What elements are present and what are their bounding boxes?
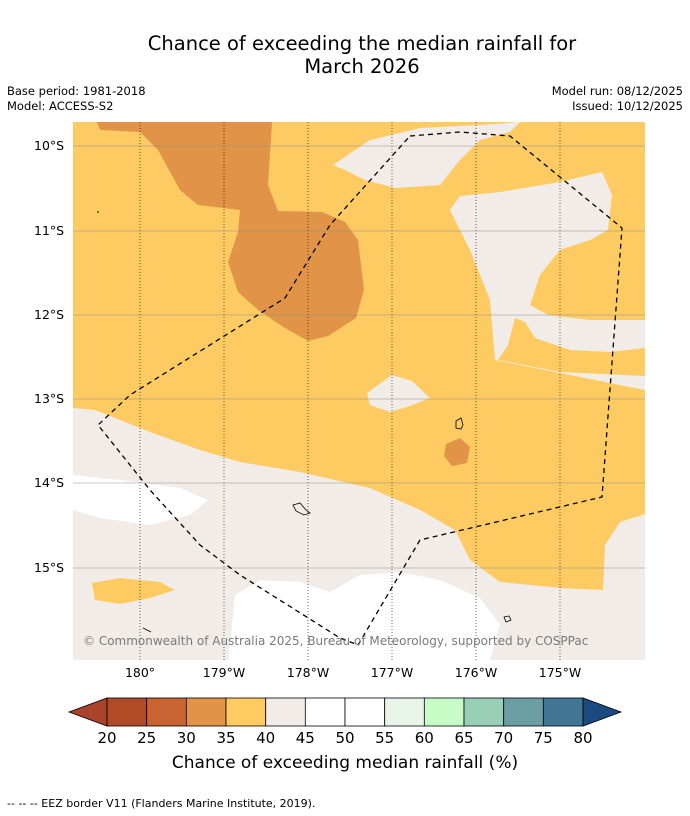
lat-label-13s: 13°S — [34, 391, 65, 406]
lon-label-180: 180° — [124, 665, 156, 680]
category-30-35-small-patch — [444, 438, 470, 466]
category-40-45-south — [73, 408, 645, 660]
colorbar-bin-65-70 — [463, 697, 505, 727]
colorbar-tick-65: 65 — [454, 729, 474, 747]
colorbar-tick-25: 25 — [137, 729, 157, 747]
island-north-lau — [455, 417, 464, 430]
colorbar-tick-80: 80 — [573, 729, 593, 747]
colorbar-tick-70: 70 — [494, 729, 514, 747]
island-dot — [97, 211, 99, 213]
colorbar-tick-35: 35 — [216, 729, 236, 747]
island-west — [292, 502, 311, 516]
lat-label-11s: 11°S — [34, 223, 65, 238]
latitude-gridlines — [73, 145, 645, 569]
colorbar-bin-70-75 — [503, 697, 544, 727]
colorbar-extend-high — [582, 697, 623, 727]
colorbar-bin-60-65 — [423, 697, 465, 727]
colorbar-tick-60: 60 — [414, 729, 434, 747]
category-40-45-central-blob — [367, 375, 430, 412]
lon-label-178w: 178°W — [286, 665, 330, 680]
colorbar-bin-35-40 — [225, 697, 267, 727]
colorbar-tick-55: 55 — [375, 729, 395, 747]
category-35-40-south-patch — [92, 578, 175, 604]
lon-label-179w: 179°W — [202, 665, 246, 680]
lon-label-175w: 175°W — [538, 665, 582, 680]
category-40-45-north — [333, 122, 645, 390]
lat-label-14s: 14°S — [34, 475, 65, 490]
lon-label-177w: 177°W — [370, 665, 414, 680]
colorbar-bin-50-55 — [344, 697, 386, 727]
colorbar-bin-30-35 — [185, 697, 227, 727]
map-title: Chance of exceeding the median rainfall … — [0, 32, 690, 78]
lat-label-10s: 10°S — [34, 138, 65, 153]
lat-label-15s: 15°S — [34, 560, 65, 575]
colorbar-bin-20-25 — [106, 697, 148, 727]
title-line-2: March 2026 — [304, 55, 420, 78]
colorbar-bin-25-30 — [146, 697, 187, 727]
rainfall-map — [73, 122, 645, 660]
colorbar-bin-45-50 — [304, 697, 346, 727]
colorbar-bin-55-60 — [384, 697, 425, 727]
colorbar-tick-75: 75 — [533, 729, 553, 747]
category-45-55-south-west — [73, 475, 208, 525]
colorbar-extend-low — [67, 697, 108, 727]
model-run: Model run: 08/12/2025 — [551, 84, 683, 98]
meta-left: Base period: 1981-2018 Model: ACCESS-S2 — [7, 84, 146, 114]
colorbar — [67, 697, 623, 727]
base-period: Base period: 1981-2018 — [7, 84, 146, 98]
colorbar-bin-40-45 — [265, 697, 306, 727]
colorbar-tick-45: 45 — [295, 729, 315, 747]
colorbar-tick-50: 50 — [335, 729, 355, 747]
eez-footnote: -- -- -- EEZ border V11 (Flanders Marine… — [7, 797, 316, 810]
issued-date: Issued: 10/12/2025 — [572, 99, 683, 113]
title-line-1: Chance of exceeding the median rainfall … — [147, 32, 577, 55]
category-45-55-south-central — [228, 572, 500, 660]
colorbar-tick-40: 40 — [256, 729, 276, 747]
lat-label-12s: 12°S — [34, 307, 65, 322]
eez-border — [97, 131, 623, 646]
lon-label-176w: 176°W — [454, 665, 498, 680]
colorbar-tick-20: 20 — [97, 729, 117, 747]
model-name: Model: ACCESS-S2 — [7, 99, 114, 113]
category-30-35-area — [97, 122, 364, 341]
colorbar-title: Chance of exceeding median rainfall (%) — [171, 753, 519, 773]
colorbar-tick-30: 30 — [176, 729, 196, 747]
island-south — [503, 615, 512, 623]
island-southwest — [142, 627, 152, 633]
colorbar-bin-75-80 — [542, 697, 584, 727]
meta-right: Model run: 08/12/2025 Issued: 10/12/2025 — [552, 84, 683, 114]
copyright-notice: © Commonwealth of Australia 2025, Bureau… — [83, 634, 589, 648]
